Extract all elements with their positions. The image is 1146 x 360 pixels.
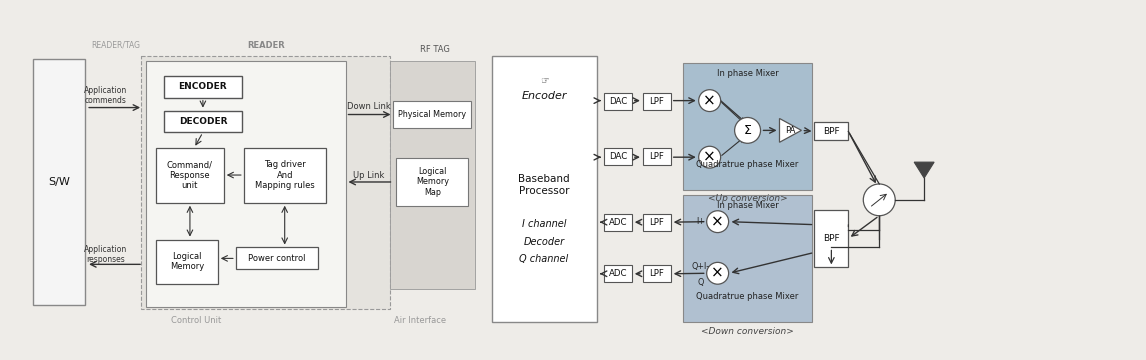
Bar — [643, 265, 670, 282]
Text: READER: READER — [246, 41, 284, 50]
Text: ADC: ADC — [609, 269, 627, 278]
Bar — [683, 63, 813, 190]
Bar — [164, 111, 242, 132]
Text: Control Unit: Control Unit — [171, 316, 221, 325]
Text: Q+I-: Q+I- — [692, 262, 709, 271]
Bar — [492, 56, 597, 322]
Text: DAC: DAC — [609, 152, 627, 161]
Text: Power control: Power control — [248, 254, 306, 263]
Bar — [244, 148, 325, 203]
Text: BPF: BPF — [823, 234, 840, 243]
Bar — [815, 210, 848, 267]
Bar — [146, 61, 346, 307]
Text: Air Interface: Air Interface — [394, 316, 447, 325]
Bar — [156, 148, 223, 203]
Text: Physical Memory: Physical Memory — [399, 110, 466, 119]
Text: Encoder: Encoder — [521, 91, 567, 101]
Bar — [604, 148, 631, 165]
Text: LPF: LPF — [650, 96, 665, 105]
Text: Tag driver
And
Mapping rules: Tag driver And Mapping rules — [254, 160, 314, 190]
Bar — [391, 61, 476, 289]
Bar — [156, 239, 218, 284]
Polygon shape — [779, 118, 801, 142]
Circle shape — [863, 184, 895, 216]
Bar — [643, 214, 670, 231]
Text: RF TAG: RF TAG — [421, 45, 450, 54]
Text: Down Link: Down Link — [346, 102, 391, 111]
Text: ×: × — [704, 93, 716, 108]
Text: DAC: DAC — [609, 96, 627, 105]
Text: <Up conversion>: <Up conversion> — [708, 194, 787, 203]
Text: Quadratrue phase Mixer: Quadratrue phase Mixer — [697, 292, 799, 301]
Circle shape — [699, 146, 721, 168]
Text: PA: PA — [785, 126, 795, 135]
Text: Logical
Memory
Map: Logical Memory Map — [416, 167, 449, 197]
Bar — [604, 265, 631, 282]
Bar — [33, 59, 85, 305]
Text: LPF: LPF — [650, 152, 665, 161]
Text: <Down conversion>: <Down conversion> — [701, 327, 794, 336]
Bar — [604, 214, 631, 231]
Text: Q: Q — [698, 278, 704, 287]
Polygon shape — [915, 162, 934, 178]
Text: In phase Mixer: In phase Mixer — [716, 69, 778, 78]
Text: ☞: ☞ — [540, 76, 549, 86]
Bar — [393, 100, 471, 129]
Text: Application
commends: Application commends — [84, 86, 127, 105]
Circle shape — [707, 211, 729, 233]
Text: Logical
Memory: Logical Memory — [170, 252, 204, 271]
Text: I channel: I channel — [521, 219, 566, 229]
Text: DECODER: DECODER — [179, 117, 227, 126]
Circle shape — [735, 117, 761, 143]
Text: BPF: BPF — [823, 127, 840, 136]
Bar — [604, 93, 631, 109]
Text: S/W: S/W — [48, 177, 70, 187]
Bar — [683, 195, 813, 322]
Circle shape — [707, 262, 729, 284]
Text: Quadratrue phase Mixer: Quadratrue phase Mixer — [697, 159, 799, 168]
Bar — [643, 93, 670, 109]
Circle shape — [699, 90, 721, 112]
Text: Decoder: Decoder — [524, 237, 565, 247]
Text: Q channel: Q channel — [519, 255, 568, 264]
Text: LPF: LPF — [650, 269, 665, 278]
Text: Application
responses: Application responses — [84, 245, 127, 264]
Text: READER/TAG: READER/TAG — [92, 41, 141, 50]
Bar — [236, 247, 317, 269]
Bar — [164, 76, 242, 98]
Text: I+: I+ — [697, 217, 705, 226]
Bar — [141, 56, 391, 309]
Text: Σ: Σ — [744, 124, 752, 137]
Text: Up Link: Up Link — [353, 171, 384, 180]
Bar — [815, 122, 848, 140]
Text: Baseband
Processor: Baseband Processor — [518, 174, 570, 196]
Text: ADC: ADC — [609, 218, 627, 227]
Text: ×: × — [704, 150, 716, 165]
Text: LPF: LPF — [650, 218, 665, 227]
Text: Command/
Response
unit: Command/ Response unit — [167, 160, 213, 190]
Text: ×: × — [712, 214, 724, 229]
Text: ×: × — [712, 266, 724, 281]
Text: In phase Mixer: In phase Mixer — [716, 201, 778, 210]
Bar — [397, 158, 469, 206]
Bar — [643, 148, 670, 165]
Text: ENCODER: ENCODER — [179, 82, 227, 91]
